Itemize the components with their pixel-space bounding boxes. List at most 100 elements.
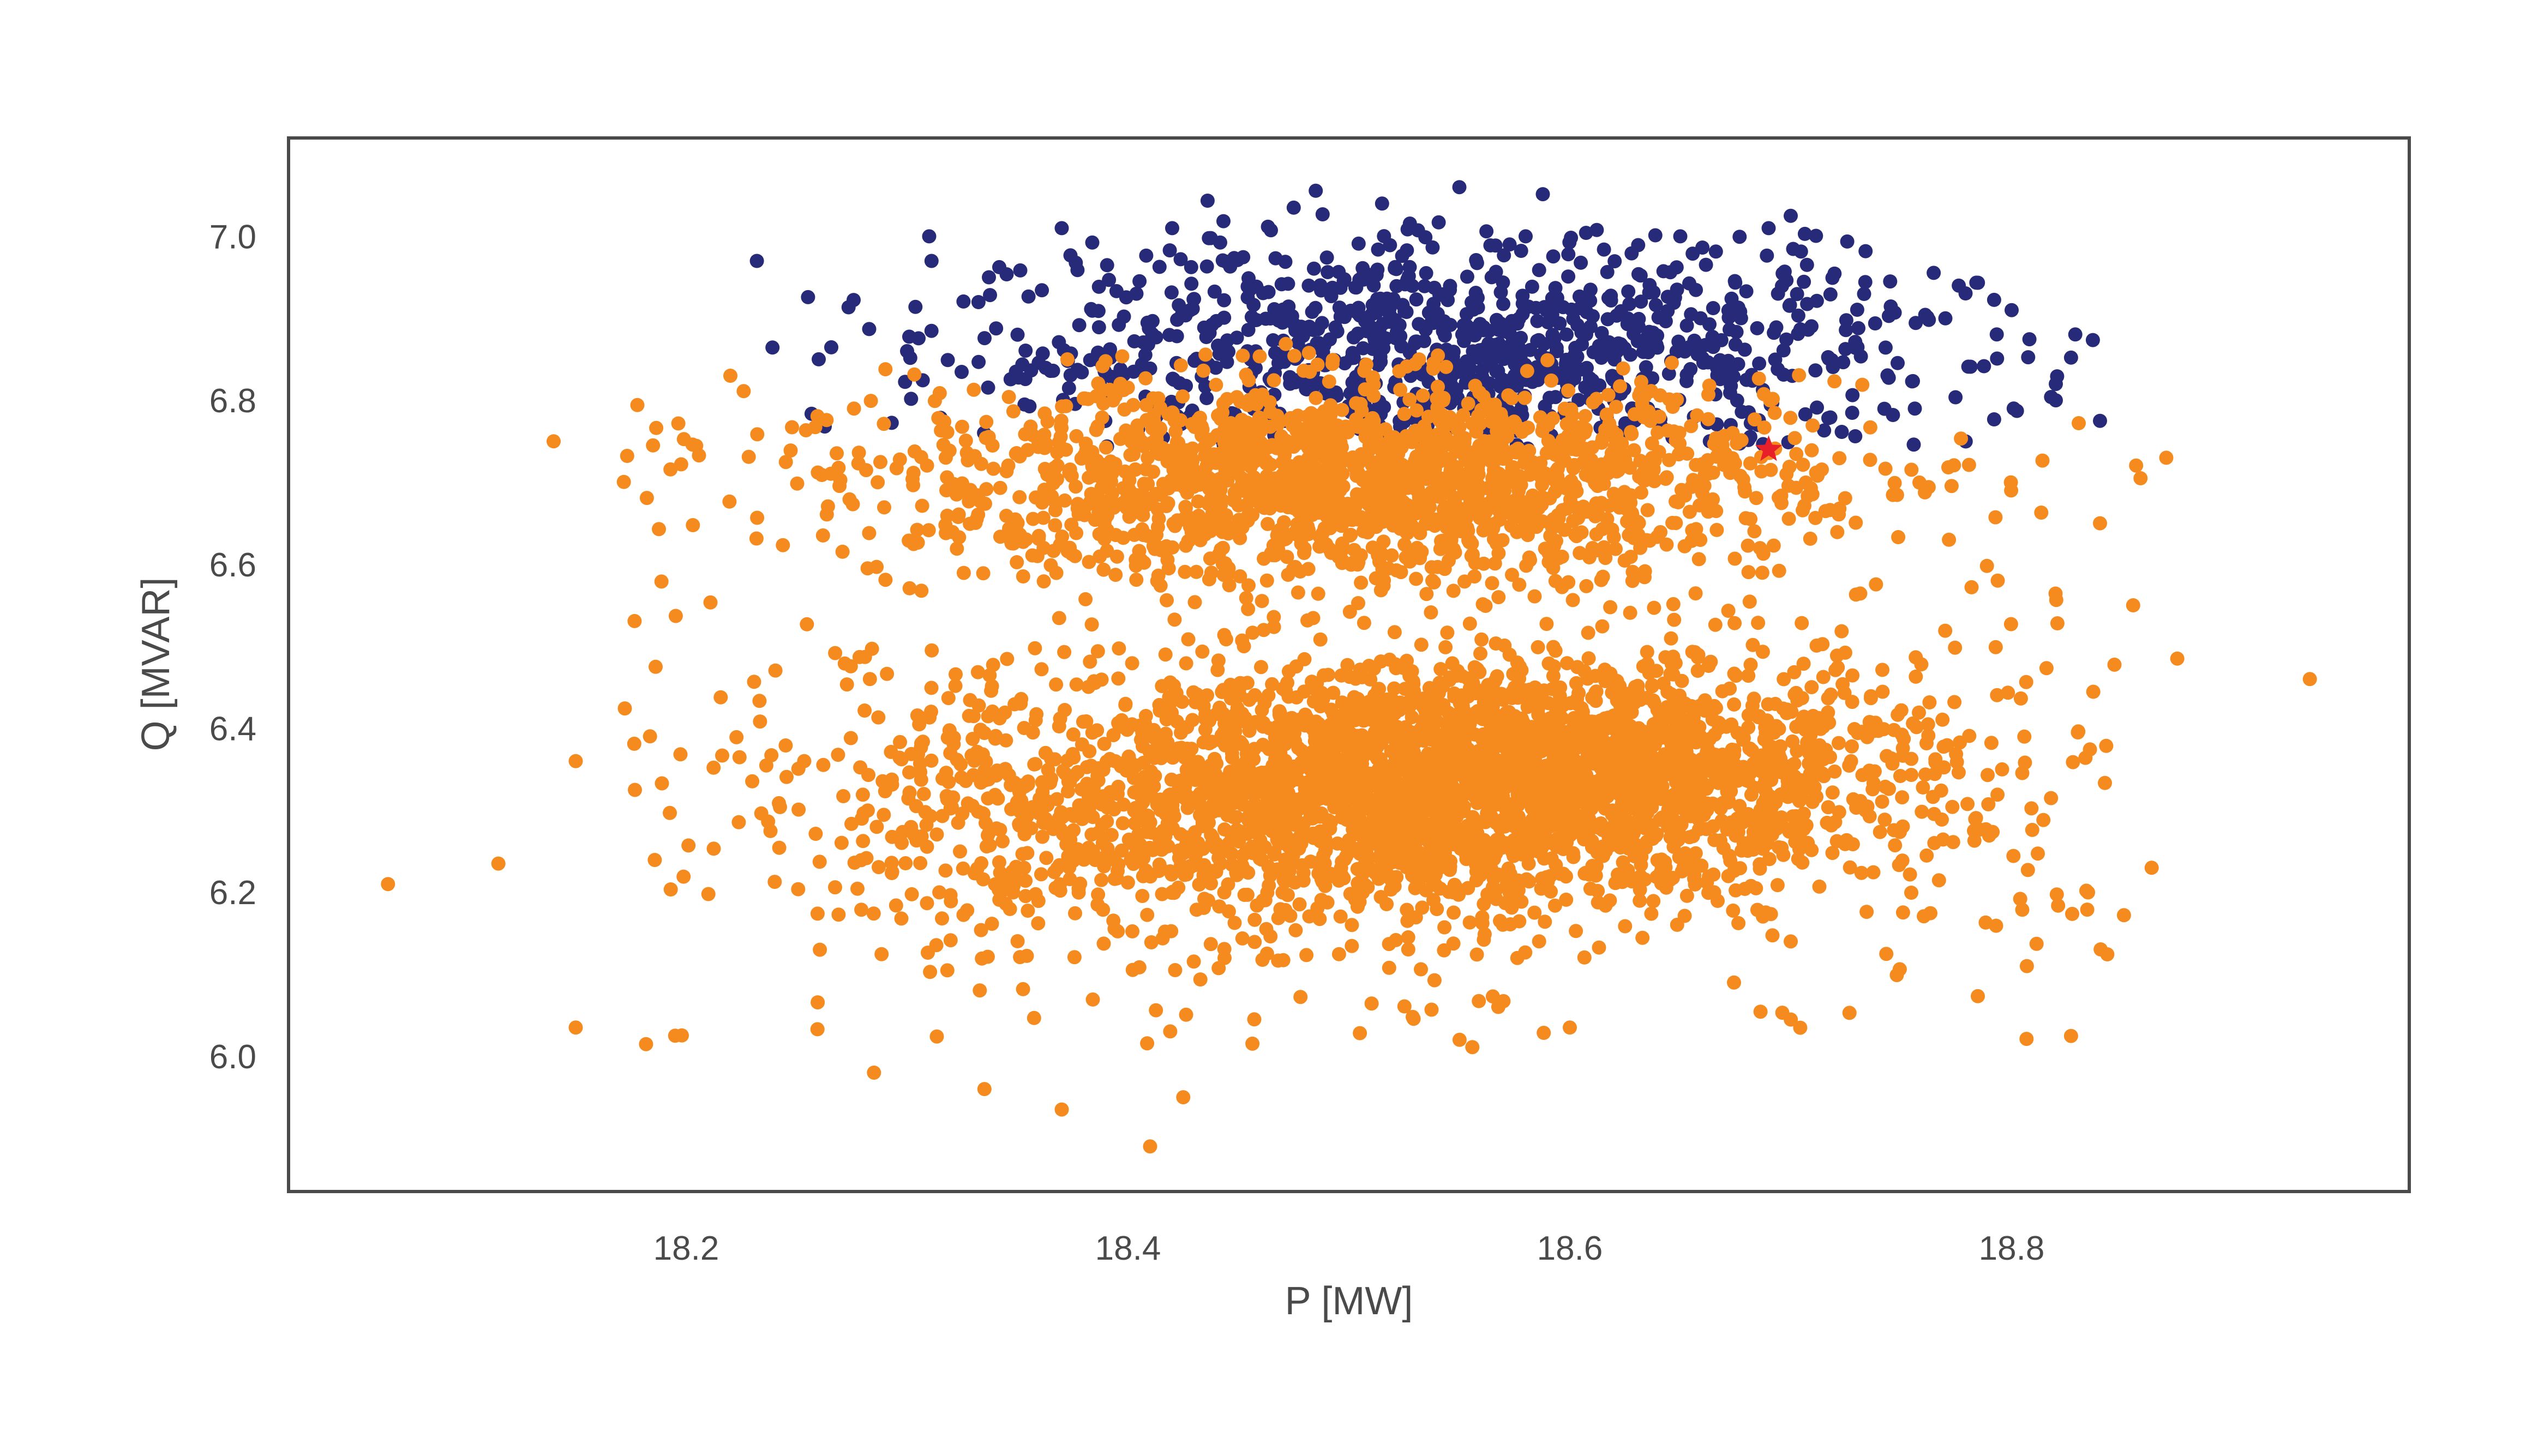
scatter-point-navy [1172,298,1186,312]
scatter-point-navy [1568,340,1583,355]
scatter-point-orange [752,694,767,708]
scatter-point-orange [1825,846,1840,861]
scatter-point-navy [1288,323,1303,338]
scatter-point-orange [993,822,1007,837]
scatter-point-orange [1692,498,1707,513]
scatter-point-orange [1271,911,1286,925]
scatter-point-orange [1227,493,1241,508]
scatter-point-orange [1161,481,1176,496]
scatter-point-navy [1821,350,1835,364]
scatter-point-navy [1661,366,1676,381]
scatter-point-navy [1444,378,1459,393]
scatter-point-orange [974,856,988,870]
scatter-point-orange [1168,424,1183,439]
scatter-point-navy [1545,328,1560,342]
scatter-point-navy [1456,362,1471,376]
scatter-point-orange [1706,492,1720,507]
scatter-point-orange [1097,532,1112,546]
scatter-point-orange [1040,467,1055,482]
scatter-point-navy [924,323,939,338]
scatter-point-orange [1919,848,1934,863]
scatter-point-orange [1255,703,1269,718]
scatter-point-orange [1401,942,1415,956]
scatter-point-orange [1079,760,1094,774]
scatter-point-navy [1507,352,1521,367]
scatter-point-orange [1358,382,1372,396]
scatter-point-orange [1379,897,1394,911]
scatter-point-navy [1530,314,1545,328]
scatter-point-navy [1784,208,1798,223]
scatter-point-orange [1078,436,1093,451]
scatter-point-navy [1493,285,1508,299]
scatter-point-orange [1158,647,1173,662]
scatter-point-navy [1548,281,1563,296]
scatter-point-orange [1090,419,1105,434]
scatter-point-orange [1021,904,1035,918]
scatter-point-orange [1832,451,1847,466]
scatter-point-navy [1848,335,1863,349]
scatter-point-orange [1342,528,1357,543]
scatter-point-navy [1139,248,1154,263]
scatter-point-orange [971,698,986,713]
scatter-point-orange [1549,464,1564,478]
scatter-point-orange [985,917,999,931]
scatter-point-orange [1496,441,1510,456]
scatter-point-navy [1684,307,1699,322]
scatter-point-navy [1556,300,1570,315]
scatter-point-orange [1084,827,1099,842]
scatter-point-navy [1848,429,1863,443]
scatter-point-orange [1178,513,1193,527]
scatter-point-orange [835,544,850,559]
scatter-point-orange [828,880,842,895]
scatter-point-orange [1580,455,1595,470]
scatter-point-navy [1460,269,1474,284]
scatter-point-navy [1723,322,1737,337]
scatter-point-orange [1436,533,1450,548]
scatter-point-orange [1519,558,1534,573]
scatter-point-orange [1747,412,1762,427]
scatter-point-orange [1627,443,1641,458]
scatter-point-orange [1125,656,1139,671]
scatter-point-navy [1963,359,1978,374]
scatter-point-orange [1075,737,1089,752]
scatter-point-orange [741,449,756,464]
scatter-point-navy [1200,194,1215,208]
scatter-point-orange [1049,792,1064,807]
scatter-point-orange [1846,792,1861,807]
scatter-point-orange [1056,763,1071,778]
scatter-point-navy [1072,318,1087,333]
scatter-point-orange [1279,336,1293,351]
scatter-point-orange [1569,924,1583,938]
scatter-point-navy [1673,229,1688,244]
scatter-point-orange [1335,553,1350,568]
scatter-point-orange [1381,561,1396,576]
scatter-point-orange [1866,865,1881,880]
scatter-point-navy [1952,278,1966,293]
scatter-point-orange [1243,450,1257,464]
scatter-point-navy [765,340,780,355]
scatter-point-orange [1178,500,1193,514]
scatter-point-orange [1185,713,1200,727]
scatter-point-navy [1061,381,1076,395]
scatter-point-orange [1521,856,1536,871]
scatter-point-orange [1408,910,1423,925]
scatter-point-navy [1682,276,1696,291]
scatter-point-navy [1769,320,1784,335]
scatter-point-orange [1640,503,1655,518]
scatter-point-orange [1208,840,1223,855]
scatter-point-navy [1426,297,1441,311]
scatter-point-orange [1000,652,1015,666]
scatter-point-orange [1095,835,1110,850]
scatter-point-orange [1904,462,1919,477]
scatter-point-orange [1241,578,1256,593]
scatter-point-orange [1146,465,1161,479]
scatter-point-navy [1164,394,1179,409]
scatter-point-orange [1448,491,1462,505]
scatter-point-orange [1462,915,1477,930]
scatter-point-orange [1286,477,1301,491]
scatter-point-orange [676,869,691,884]
scatter-point-orange [1252,349,1267,364]
scatter-point-orange [1379,861,1393,876]
scatter-point-navy [1350,305,1365,320]
scatter-point-orange [1670,392,1684,407]
